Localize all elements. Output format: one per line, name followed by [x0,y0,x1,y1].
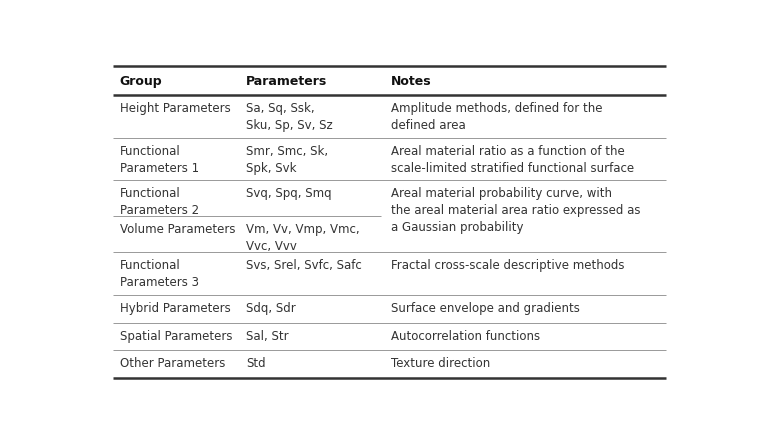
Text: Notes: Notes [391,75,432,88]
Text: Smr, Smc, Sk,
Spk, Svk: Smr, Smc, Sk, Spk, Svk [246,144,328,174]
Text: Std: Std [246,356,266,369]
Text: Parameters: Parameters [246,75,328,88]
Text: Functional
Parameters 1: Functional Parameters 1 [120,144,199,174]
Text: Sal, Str: Sal, Str [246,329,289,342]
Text: Other Parameters: Other Parameters [120,356,225,369]
Text: Svs, Srel, Svfc, Safc: Svs, Srel, Svfc, Safc [246,259,362,272]
Text: Volume Parameters: Volume Parameters [120,223,236,236]
Text: Height Parameters: Height Parameters [120,102,230,115]
Text: Fractal cross-scale descriptive methods: Fractal cross-scale descriptive methods [391,259,624,272]
Text: Hybrid Parameters: Hybrid Parameters [120,301,230,314]
Text: Functional
Parameters 2: Functional Parameters 2 [120,187,199,217]
Text: Surface envelope and gradients: Surface envelope and gradients [391,301,580,314]
Text: Svq, Spq, Smq: Svq, Spq, Smq [246,187,332,200]
Text: Areal material ratio as a function of the
scale-limited stratified functional su: Areal material ratio as a function of th… [391,144,634,174]
Text: Spatial Parameters: Spatial Parameters [120,329,233,342]
Text: Autocorrelation functions: Autocorrelation functions [391,329,540,342]
Text: Vm, Vv, Vmp, Vmc,
Vvc, Vvv: Vm, Vv, Vmp, Vmc, Vvc, Vvv [246,223,360,253]
Text: Areal material probability curve, with
the areal material area ratio expressed a: Areal material probability curve, with t… [391,187,640,234]
Text: Texture direction: Texture direction [391,356,490,369]
Text: Amplitude methods, defined for the
defined area: Amplitude methods, defined for the defin… [391,102,602,132]
Text: Functional
Parameters 3: Functional Parameters 3 [120,259,198,289]
Text: Sa, Sq, Ssk,
Sku, Sp, Sv, Sz: Sa, Sq, Ssk, Sku, Sp, Sv, Sz [246,102,333,132]
Text: Sdq, Sdr: Sdq, Sdr [246,301,296,314]
Text: Group: Group [120,75,163,88]
